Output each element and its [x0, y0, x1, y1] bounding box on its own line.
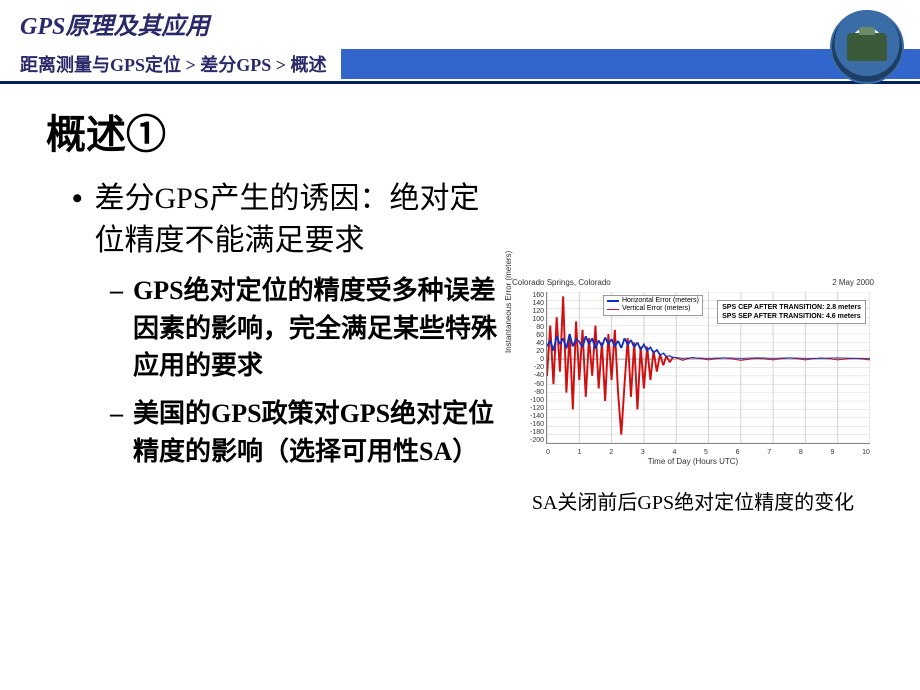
chart-stats: SPS CEP AFTER TRANSITION: 2.8 meters SPS…: [717, 300, 866, 324]
bullet-dash: –: [110, 395, 123, 470]
breadcrumb-bar: 距离测量与GPS定位 > 差分GPS > 概述: [0, 47, 920, 81]
bullet-text: 美国的GPS政策对GPS绝对定位精度的影响（选择可用性SA）: [133, 395, 506, 470]
bullet-dash: –: [110, 272, 123, 385]
error-chart: Colorado Springs, Colorado 2 May 2000 16…: [508, 278, 878, 468]
chart-legend: Horizontal Error (meters) Vertical Error…: [603, 295, 703, 316]
bullet-level-2: – 美国的GPS政策对GPS绝对定位精度的影响（选择可用性SA）: [110, 395, 506, 470]
chart-title-right: 2 May 2000: [832, 278, 874, 287]
text-column: • 差分GPS产生的诱因：绝对定位精度不能满足要求 – GPS绝对定位的精度受多…: [46, 178, 506, 515]
chart-yticks: 160140120100806040200-20-40-60-80-100-12…: [522, 292, 544, 444]
course-title: GPS原理及其应用: [20, 6, 900, 41]
slide-header: GPS原理及其应用: [0, 0, 920, 41]
bullet-dot: •: [72, 178, 83, 262]
bullet-text: 差分GPS产生的诱因：绝对定位精度不能满足要求: [95, 178, 506, 262]
chart-caption: SA关闭前后GPS绝对定位精度的变化: [532, 486, 854, 515]
chart-column: Colorado Springs, Colorado 2 May 2000 16…: [506, 178, 880, 515]
bullet-level-1: • 差分GPS产生的诱因：绝对定位精度不能满足要求: [72, 178, 506, 262]
slide-content: 概述① • 差分GPS产生的诱因：绝对定位精度不能满足要求 – GPS绝对定位的…: [0, 84, 920, 515]
bullet-level-2: – GPS绝对定位的精度受多种误差因素的影响，完全满足某些特殊应用的要求: [110, 272, 506, 385]
bullet-text: GPS绝对定位的精度受多种误差因素的影响，完全满足某些特殊应用的要求: [133, 272, 506, 385]
legend-label-1: Horizontal Error (meters): [622, 297, 699, 305]
legend-label-2: Vertical Error (meters): [622, 305, 690, 313]
university-logo: [830, 10, 904, 84]
chart-plot-area: Horizontal Error (meters) Vertical Error…: [546, 292, 870, 444]
slide-title: 概述①: [46, 102, 880, 160]
chart-title-left: Colorado Springs, Colorado: [512, 278, 611, 287]
chart-xticks: 012345678910: [546, 449, 870, 456]
stats-line-1: SPS CEP AFTER TRANSITION: 2.8 meters: [722, 303, 861, 312]
chart-xlabel: Time of Day (Hours UTC): [508, 457, 878, 466]
breadcrumb: 距离测量与GPS定位 > 差分GPS > 概述: [0, 47, 341, 81]
stats-line-2: SPS SEP AFTER TRANSITION: 4.6 meters: [722, 312, 861, 321]
chart-ylabel: Instantaneous Error (meters): [504, 251, 513, 353]
